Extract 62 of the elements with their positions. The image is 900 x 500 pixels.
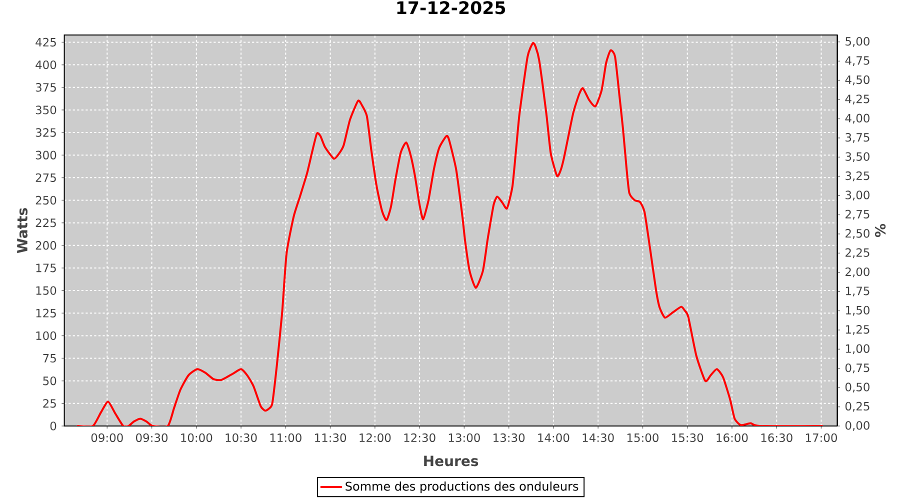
x-tick-label: 09:30 xyxy=(136,433,168,442)
y-tick-label: 75 xyxy=(43,354,56,363)
y-tick-label: 375 xyxy=(36,83,56,92)
x-tick-label: 13:30 xyxy=(494,433,525,442)
y2-tick-label: 4,50 xyxy=(845,75,870,86)
y2-tick-label: 3,00 xyxy=(846,190,870,200)
y2-tick-label: 4,25 xyxy=(845,94,870,104)
y-tick-label: 400 xyxy=(36,60,56,70)
x-tick-label: 17:00 xyxy=(806,433,837,442)
legend-label: Somme des productions des onduleurs xyxy=(346,481,578,494)
y-tick-label: 225 xyxy=(36,218,56,228)
x-tick-label: 14:30 xyxy=(582,433,614,442)
y-tick-label: 0 xyxy=(50,422,56,430)
line-series xyxy=(76,42,824,426)
x-tick-label: 10:30 xyxy=(226,433,257,442)
y2-tick-label: 0,00 xyxy=(845,421,870,431)
y2-tick-label: 2,00 xyxy=(846,267,870,278)
y2-tick-label: 4,75 xyxy=(845,56,870,66)
y2-tick-label: 5,00 xyxy=(846,36,870,47)
y-tick-label: 150 xyxy=(36,286,56,295)
y2-tick-label: 4,00 xyxy=(845,114,870,124)
y-tick-label: 250 xyxy=(36,196,56,205)
x-tick-label: 12:30 xyxy=(404,433,436,442)
y2-tick-label: 1,75 xyxy=(846,286,870,296)
x-tick-label: 15:30 xyxy=(672,433,704,442)
y2-tick-label: 1,50 xyxy=(846,306,870,316)
y2-tick-label: 0,50 xyxy=(845,382,870,393)
y2-tick-label: 3,50 xyxy=(846,152,870,162)
x-tick-label: 09:00 xyxy=(91,433,123,442)
x-tick-label: 15:00 xyxy=(627,433,658,442)
y2-tick-label: 3,75 xyxy=(846,133,870,143)
y2-tick-label: 2,25 xyxy=(846,248,870,258)
y-axis-title: Watts xyxy=(17,208,28,254)
y2-tick-label: 2,75 xyxy=(846,210,870,220)
y-tick-label: 350 xyxy=(36,106,56,114)
y2-tick-label: 1,00 xyxy=(846,344,870,354)
x-tick-label: 12:00 xyxy=(360,433,391,442)
x-axis-title: Heures xyxy=(424,456,478,466)
y-tick-label: 125 xyxy=(36,308,56,318)
y-tick-label: 50 xyxy=(43,376,56,386)
y2-axis-title: % xyxy=(875,224,886,238)
y-tick-label: 325 xyxy=(36,128,56,137)
y-tick-label: 175 xyxy=(36,264,56,272)
y-tick-label: 100 xyxy=(36,331,56,340)
y2-tick-label: 0,75 xyxy=(845,363,870,374)
x-tick-label: 14:00 xyxy=(538,433,570,442)
y-tick-label: 200 xyxy=(36,241,56,250)
x-tick-label: 16:30 xyxy=(761,433,792,442)
y2-tick-label: 0,25 xyxy=(845,402,870,412)
y-tick-label: 300 xyxy=(36,150,56,160)
x-tick-label: 10:00 xyxy=(181,433,212,442)
x-tick-label: 11:00 xyxy=(270,433,302,442)
y-tick-label: 425 xyxy=(36,38,56,47)
y2-tick-label: 3,25 xyxy=(846,171,870,182)
x-tick-label: 11:30 xyxy=(315,433,346,442)
y2-tick-label: 1,25 xyxy=(846,325,870,335)
y-tick-label: 25 xyxy=(43,399,56,408)
x-tick-label: 16:00 xyxy=(716,433,748,442)
y-tick-label: 275 xyxy=(36,173,56,182)
y2-tick-label: 2,50 xyxy=(846,229,870,239)
chart-title: 17-12-2025 xyxy=(397,1,506,14)
x-tick-label: 13:00 xyxy=(448,433,480,442)
